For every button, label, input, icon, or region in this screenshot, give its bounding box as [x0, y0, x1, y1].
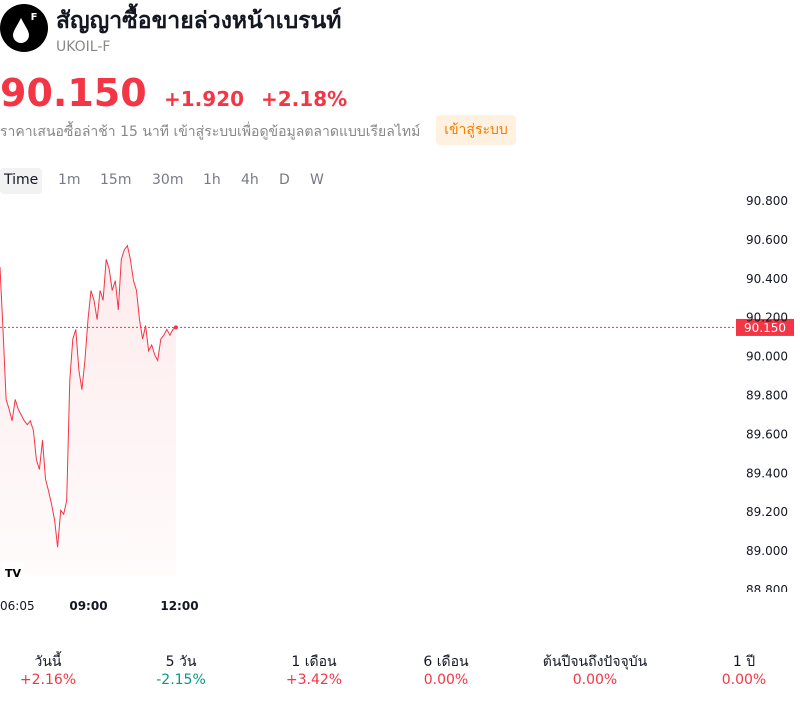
last-price-label: 90.150: [744, 321, 786, 335]
chart: 06:05 09:00 12:00 88.800 89.000 89.200 89.400 8…: [0, 194, 794, 613]
icon-badge: F: [31, 12, 38, 23]
tv-logo-text: TV: [5, 567, 22, 580]
period-label[interactable]: 6 เดือน: [423, 654, 469, 670]
last-price-box: [736, 318, 794, 336]
period-change[interactable]: 0.00%: [423, 672, 469, 688]
period-change[interactable]: +2.16%: [19, 672, 77, 688]
y-tick-label: 90.200: [746, 311, 788, 325]
tab[interactable]: Time: [4, 172, 39, 188]
x-tick-label: 06:05: [0, 599, 35, 613]
y-tick-label: 89.600: [746, 427, 788, 441]
price-line: [0, 244, 177, 548]
y-tick-label: 90.400: [746, 272, 788, 286]
tab[interactable]: 4h: [241, 172, 259, 188]
tab[interactable]: 30m: [152, 172, 184, 188]
period-change[interactable]: 0.00%: [721, 672, 767, 688]
tab-selected-bg: [0, 168, 42, 194]
last-point: [173, 325, 178, 330]
y-tick-label: 89.800: [746, 389, 788, 403]
tab[interactable]: D: [279, 172, 290, 188]
symbol-icon: F: [0, 4, 48, 52]
x-tick-label: 09:00: [69, 599, 107, 613]
tab[interactable]: 1h: [203, 172, 221, 188]
title: สัญญาซื้อขายล่วงหน้าเบรนท์: [56, 8, 342, 34]
y-tick-label: 90.600: [746, 233, 788, 247]
delay-note: ราคาเสนอซื้อล่าช้า 15 นาที เข้าสู่ระบบเพ…: [0, 124, 421, 140]
tab[interactable]: 15m: [100, 172, 132, 188]
period-label[interactable]: 5 วัน: [165, 654, 197, 670]
y-tick-label: 90.000: [746, 350, 788, 364]
y-tick-label: 88.800: [746, 583, 788, 597]
period-change[interactable]: +3.42%: [285, 672, 343, 688]
period-change[interactable]: 0.00%: [572, 672, 618, 688]
x-tick-label: 12:00: [160, 599, 198, 613]
tab[interactable]: W: [310, 172, 324, 188]
y-tick-label: 89.000: [746, 544, 788, 558]
y-tick-label: 90.800: [746, 194, 788, 208]
login-button[interactable]: เข้าสู่ระบบ: [436, 115, 516, 145]
y-tick-label: 89.400: [746, 466, 788, 480]
symbol: UKOIL-F: [56, 39, 111, 55]
y-tick-label: 89.200: [746, 505, 788, 519]
period-label[interactable]: วันนี้: [34, 654, 62, 670]
change: +1.920: [164, 87, 245, 111]
price: 90.150: [0, 71, 147, 115]
period-label[interactable]: 1 ปี: [732, 654, 756, 670]
area: [0, 245, 176, 575]
period-label[interactable]: 1 เดือน: [291, 654, 337, 670]
change-percent: +2.18%: [261, 87, 348, 111]
tv-logo: [2, 562, 24, 582]
period-change[interactable]: -2.15%: [156, 672, 206, 688]
period-label[interactable]: ต้นปีจนถึงปัจจุบัน: [542, 654, 648, 670]
tab[interactable]: 1m: [58, 172, 81, 188]
